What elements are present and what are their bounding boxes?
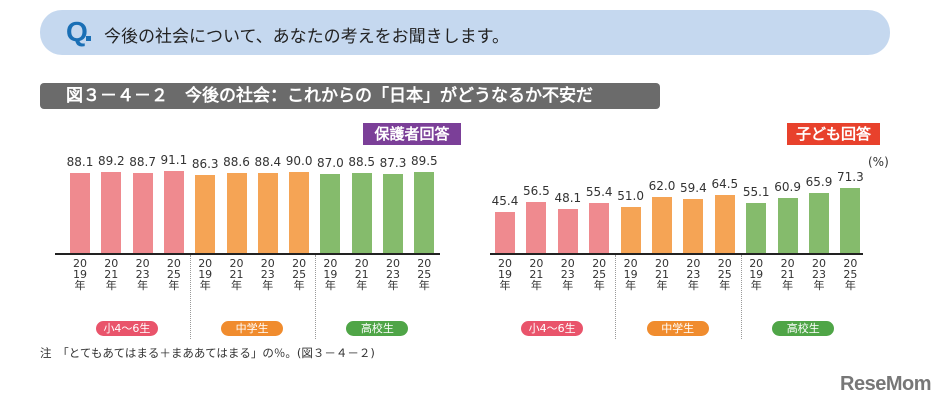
year-label: 2019年 bbox=[198, 257, 213, 292]
data-label: 89.5 bbox=[410, 154, 438, 168]
data-label: 91.1 bbox=[160, 152, 188, 167]
bar bbox=[495, 211, 515, 253]
child-answer-badge: 子ども回答 bbox=[787, 123, 880, 145]
bar bbox=[289, 171, 310, 253]
group-separator bbox=[189, 255, 191, 339]
data-label: 55.1 bbox=[742, 185, 770, 200]
year-label: 2019年 bbox=[323, 257, 338, 292]
year-label: 2023年 bbox=[560, 257, 575, 292]
data-label: 89.2 bbox=[97, 154, 125, 169]
data-label: 88.4 bbox=[254, 154, 282, 169]
group-label: 小4～6生 bbox=[95, 321, 158, 336]
group-separator bbox=[314, 255, 316, 339]
question-dot bbox=[86, 36, 91, 41]
x-axis bbox=[490, 253, 863, 255]
year-label: 2019年 bbox=[73, 257, 87, 292]
year-label: 2023年 bbox=[386, 257, 400, 292]
data-label: 88.5 bbox=[348, 154, 376, 169]
bar bbox=[70, 173, 90, 253]
question-mark-icon: Q bbox=[66, 16, 88, 47]
bar bbox=[163, 170, 184, 253]
question-banner bbox=[40, 10, 890, 55]
data-label: 87.3 bbox=[379, 155, 407, 170]
data-label: 86.3 bbox=[191, 156, 219, 171]
question-text: 今後の社会について、あなたの考えをお聞きします。 bbox=[104, 27, 509, 47]
bar bbox=[652, 196, 672, 253]
data-label: 45.4 bbox=[491, 193, 519, 208]
bar bbox=[746, 203, 767, 253]
bar bbox=[383, 173, 403, 253]
unit-label: (%) bbox=[868, 155, 889, 169]
bar bbox=[557, 209, 578, 253]
data-label: 88.7 bbox=[129, 154, 156, 169]
year-label: 2023年 bbox=[260, 257, 275, 292]
data-label: 51.0 bbox=[617, 188, 644, 203]
bar bbox=[132, 172, 153, 253]
bar bbox=[257, 172, 278, 253]
footnote: 注 「とてもあてはまる＋まああてはまる」の％。(図３－４－２) bbox=[40, 346, 375, 360]
data-label: 71.3 bbox=[837, 170, 864, 185]
group-separator bbox=[614, 255, 616, 339]
bar bbox=[526, 201, 547, 253]
year-label: 2023年 bbox=[686, 257, 701, 292]
year-label: 2021年 bbox=[780, 257, 795, 292]
data-label: 90.0 bbox=[285, 153, 313, 168]
data-label: 62.0 bbox=[648, 178, 676, 193]
group-label: 小4～6生 bbox=[521, 321, 584, 336]
data-label: 59.4 bbox=[680, 181, 707, 196]
year-label: 2019年 bbox=[498, 257, 512, 292]
year-label: 2019年 bbox=[749, 257, 764, 292]
bar bbox=[777, 197, 798, 253]
figure-title: 図３－４－２ 今後の社会：これからの「日本」がどうなるか不安だ bbox=[40, 83, 660, 109]
parent-answer-badge: 保護者回答 bbox=[363, 123, 461, 145]
data-label: 48.1 bbox=[554, 191, 582, 206]
group-label: 高校生 bbox=[772, 321, 835, 336]
data-label: 88.6 bbox=[223, 154, 250, 169]
bar bbox=[320, 174, 341, 253]
year-label: 2025年 bbox=[717, 257, 732, 292]
x-axis bbox=[55, 253, 440, 255]
bar bbox=[589, 202, 610, 253]
data-label: 56.5 bbox=[523, 183, 550, 198]
data-label: 64.5 bbox=[711, 176, 739, 191]
bar bbox=[351, 172, 372, 253]
bar bbox=[840, 188, 861, 253]
year-label: 2023年 bbox=[812, 257, 826, 292]
year-label: 2025年 bbox=[843, 257, 858, 292]
year-label: 2025年 bbox=[292, 257, 307, 292]
group-label: 高校生 bbox=[346, 321, 409, 336]
bar bbox=[683, 199, 704, 253]
year-label: 2021年 bbox=[104, 257, 119, 292]
data-label: 88.1 bbox=[66, 155, 94, 170]
group-separator bbox=[740, 255, 742, 339]
year-label: 2019年 bbox=[623, 257, 638, 292]
data-label: 60.9 bbox=[774, 179, 801, 194]
bar bbox=[809, 193, 829, 253]
year-label: 2021年 bbox=[354, 257, 369, 292]
bar bbox=[195, 174, 216, 253]
year-label: 2025年 bbox=[166, 257, 181, 292]
year-label: 2025年 bbox=[417, 257, 432, 292]
data-label: 65.9 bbox=[805, 175, 833, 190]
bar bbox=[101, 172, 122, 253]
year-label: 2021年 bbox=[529, 257, 544, 292]
year-label: 2023年 bbox=[135, 257, 150, 292]
group-label: 中学生 bbox=[221, 321, 284, 336]
data-label: 55.4 bbox=[585, 184, 613, 199]
bar bbox=[620, 206, 641, 253]
year-label: 2021年 bbox=[655, 257, 669, 292]
year-label: 2021年 bbox=[229, 257, 244, 292]
bar bbox=[226, 172, 247, 253]
data-label: 87.0 bbox=[317, 156, 344, 171]
bar bbox=[414, 172, 435, 253]
resemom-logo: ReseMom bbox=[840, 373, 931, 395]
bar bbox=[714, 194, 735, 253]
group-label: 中学生 bbox=[646, 321, 709, 336]
year-label: 2025年 bbox=[592, 257, 607, 292]
